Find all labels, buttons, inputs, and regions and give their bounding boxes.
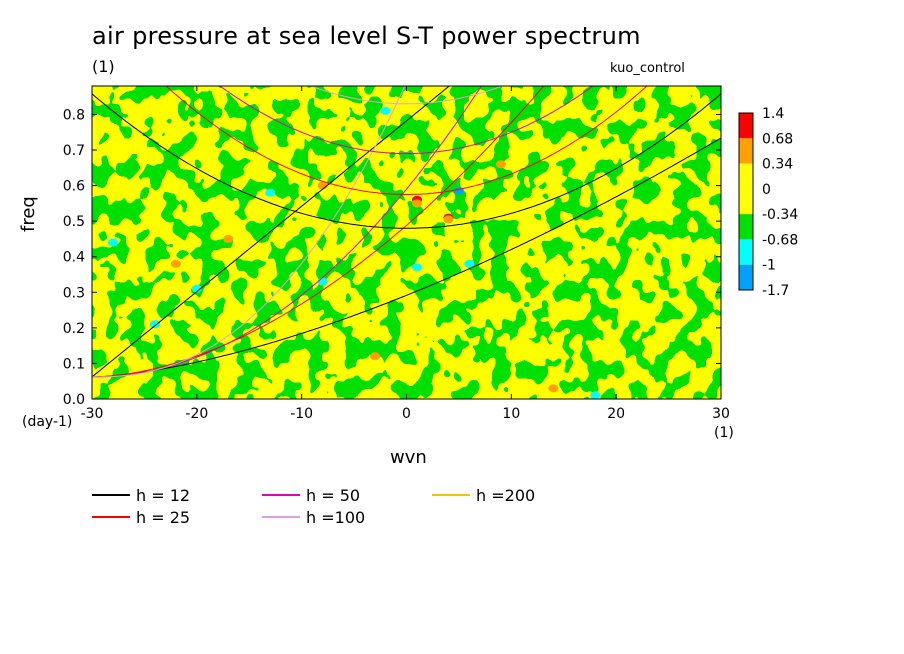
- y-tick-label: 0.1: [63, 356, 85, 372]
- x-tick-label: -20: [185, 406, 208, 422]
- colorbar-label: 0.34: [762, 157, 793, 173]
- anomaly-spot: [590, 391, 601, 399]
- gravity-curve-h25: [165, 86, 648, 195]
- x-tick-label: 10: [502, 406, 520, 422]
- anomaly-spot: [412, 199, 422, 208]
- anomaly-spot: [412, 263, 422, 272]
- colorbar-frame: [738, 112, 754, 291]
- legend-label: h = 25: [136, 508, 190, 527]
- gravity-curve-h100: [309, 86, 504, 105]
- y-tick-label: 0.8: [63, 107, 85, 123]
- legend-label: h = 12: [136, 486, 190, 505]
- gravity-curve-h50: [219, 86, 594, 155]
- colorbar-label: -1.7: [762, 283, 789, 299]
- anomaly-spot: [191, 284, 202, 293]
- legend-label: h =200: [476, 486, 535, 505]
- legend-label: h = 50: [306, 486, 360, 505]
- y-tick-label: 0.4: [63, 250, 85, 266]
- chart-units: (1): [92, 57, 115, 76]
- x-tick-label: 0: [402, 406, 411, 422]
- y-axis-units: (day-1): [22, 414, 73, 430]
- plot-area: [92, 0, 721, 399]
- colorbar-segment: [739, 188, 753, 215]
- negative-field-pattern: [92, 86, 721, 399]
- y-tick-label: 0.6: [63, 179, 85, 195]
- kelvin-curve-h12: [92, 86, 451, 378]
- anomaly-spot: [149, 320, 160, 329]
- chart-title: air pressure at sea level S-T power spec…: [92, 22, 641, 50]
- kelvin-curve-h100: [92, 86, 406, 378]
- x-tick-label: 20: [607, 406, 625, 422]
- y-tick-label: 0.7: [63, 143, 85, 159]
- run-label: kuo_control: [610, 61, 685, 76]
- colorbar-label: 1.4: [762, 106, 784, 122]
- colorbar-segment: [739, 214, 753, 240]
- legend-label: h =100: [306, 508, 365, 527]
- anomaly-spot: [548, 384, 559, 393]
- x-tick-label: -30: [81, 406, 104, 422]
- gravity-curve-h200: [92, 0, 721, 72]
- anomaly-spot: [495, 160, 506, 169]
- anomaly-spot: [380, 106, 391, 115]
- anomaly-spot: [464, 259, 475, 268]
- gravity-curve-h12: [92, 93, 721, 229]
- x-axis-label: wvn: [390, 447, 427, 468]
- y-tick-label: 0.0: [63, 392, 85, 408]
- kelvin-curve-h50: [92, 86, 482, 378]
- y-tick-label: 0.5: [63, 214, 85, 230]
- kelvin-curve-h25: [92, 86, 545, 378]
- kelvin-curve-h12-b: [92, 137, 721, 378]
- anomaly-spot: [108, 238, 118, 247]
- y-tick-label: 0.2: [63, 321, 85, 337]
- colorbar-segment: [739, 264, 753, 290]
- anomaly-spot: [317, 277, 328, 286]
- y-tick-label: 0.3: [63, 285, 85, 301]
- colorbar-label: -0.68: [762, 232, 798, 248]
- x-tick-label: -10: [290, 406, 313, 422]
- colorbar-label: -0.34: [762, 207, 798, 223]
- colorbar-segment: [739, 113, 753, 139]
- colorbar-segment: [739, 138, 753, 164]
- anomaly-spot: [170, 259, 181, 268]
- anomaly-spot: [265, 188, 276, 197]
- x-axis-units: (1): [714, 425, 734, 441]
- x-tick-label: 30: [712, 406, 730, 422]
- colorbar-segment: [739, 239, 753, 265]
- anomaly-spot: [370, 352, 381, 361]
- colorbar-label: 0.68: [762, 131, 793, 147]
- anomaly-spot: [443, 215, 454, 224]
- colorbar-segment: [739, 163, 753, 189]
- anomaly-spot: [223, 234, 234, 243]
- colorbar-label: 0: [762, 182, 771, 198]
- colorbar-label: -1: [762, 258, 776, 274]
